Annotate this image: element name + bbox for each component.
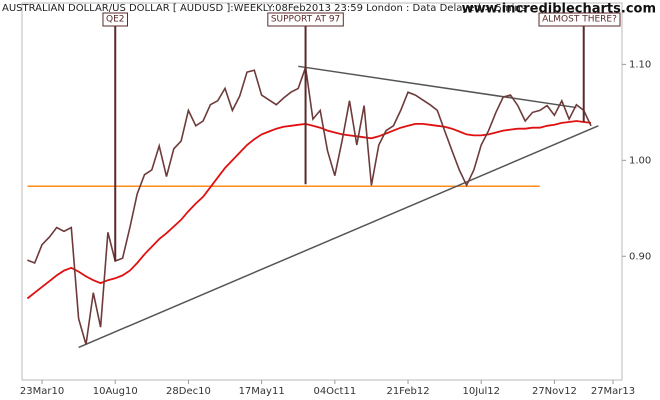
plot-frame xyxy=(21,2,623,381)
x-tick-label: 27Nov12 xyxy=(532,386,577,397)
x-tick-label: 10Aug10 xyxy=(93,386,138,397)
y-tick-label: 0.90 xyxy=(629,251,651,262)
annotation-label: QE2 xyxy=(106,15,125,25)
trend-line xyxy=(298,65,577,109)
chart-title: AUSTRALIAN DOLLAR/US DOLLAR [ AUDUSD ]:W… xyxy=(2,3,526,14)
annotation-box xyxy=(267,12,344,27)
x-tick-label: 10Jul12 xyxy=(462,386,500,397)
x-tick-label: 21Feb12 xyxy=(386,386,429,397)
trend-line xyxy=(78,125,599,349)
y-tick-label: 1.10 xyxy=(629,59,651,70)
annotation-box xyxy=(102,12,128,27)
annotation-label: SUPPORT AT 97 xyxy=(271,15,340,25)
series-line xyxy=(27,67,592,345)
annotation-box xyxy=(538,12,621,27)
annotation-label: ALMOST THERE? xyxy=(542,15,617,25)
x-tick-label: 23Mar10 xyxy=(20,386,64,397)
x-tick-label: 04Oct11 xyxy=(313,386,356,397)
series-line xyxy=(26,120,592,300)
x-tick-label: 27Mar13 xyxy=(591,386,635,397)
x-tick-label: 17May11 xyxy=(239,386,285,397)
y-tick-label: 1.00 xyxy=(629,155,651,166)
x-tick-label: 28Dec10 xyxy=(166,386,211,397)
